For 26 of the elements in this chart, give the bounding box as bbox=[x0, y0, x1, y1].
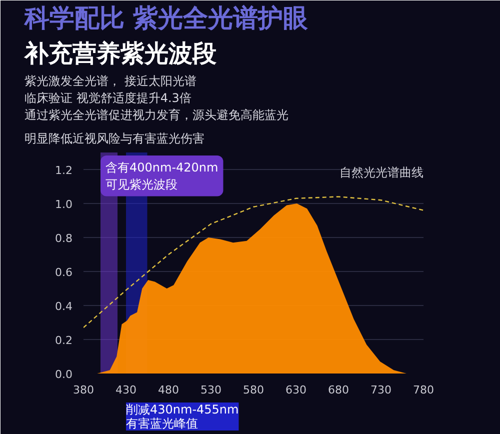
y-tick-label: 1.2 bbox=[55, 164, 73, 177]
y-tick-label: 0.4 bbox=[55, 300, 73, 313]
x-tick-label: 480 bbox=[158, 384, 179, 396]
text: 紫光激发全光谱， 接近太阳光谱 bbox=[24, 74, 196, 88]
text: 临床验证 视觉舒适度提升4.3倍 bbox=[24, 91, 192, 105]
series-label: 自然光光谱曲线 bbox=[340, 166, 424, 180]
text: 通过紫光全光谱促进视力发育，源头避免高能蓝光 bbox=[24, 108, 288, 122]
chart-subtitle: 补充营养紫光波段 bbox=[24, 40, 218, 68]
x-tick-label: 780 bbox=[413, 384, 434, 396]
x-tick-label: 380 bbox=[73, 384, 94, 396]
y-tick-label: 0.0 bbox=[55, 368, 73, 381]
x-tick-label: 580 bbox=[243, 384, 264, 396]
band-label: 含有400nm-420nm 可见紫光波段 bbox=[106, 160, 218, 192]
y-tick-label: 0.8 bbox=[55, 232, 73, 245]
y-tick-label: 0.2 bbox=[55, 334, 73, 347]
x-tick-label: 430 bbox=[116, 384, 136, 396]
chart-title: 科学配比 紫光全光谱护眼 bbox=[24, 4, 308, 32]
x-tick-label: 630 bbox=[286, 384, 306, 396]
x-tick-label: 730 bbox=[370, 384, 392, 396]
x-tick-label: 680 bbox=[328, 384, 349, 396]
band-label: 削减430nm-455nm 有害蓝光峰值 bbox=[126, 402, 239, 430]
text: 明显降低近视风险与有害蓝光伤害 bbox=[24, 132, 204, 146]
y-tick-label: 1.0 bbox=[55, 198, 73, 211]
line-series bbox=[84, 196, 424, 328]
x-tick-label: 530 bbox=[200, 384, 222, 396]
y-tick-label: 0.6 bbox=[55, 266, 73, 279]
